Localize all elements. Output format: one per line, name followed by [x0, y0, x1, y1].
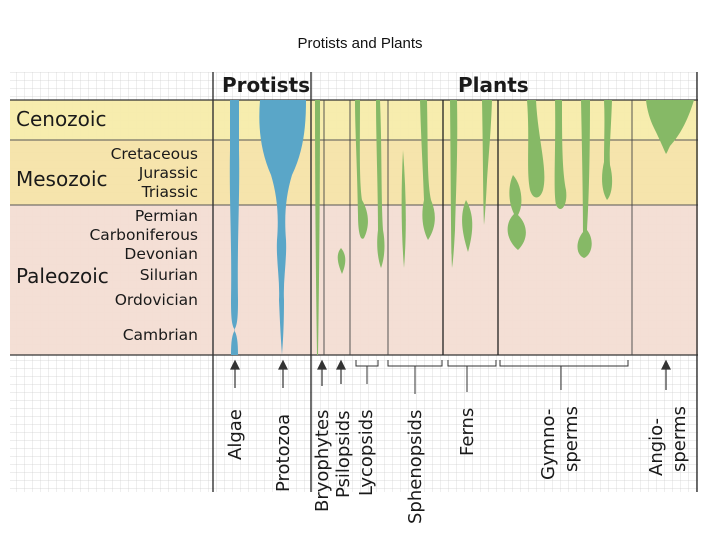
- period-permian: Permian: [135, 207, 198, 225]
- arrow-markers: [230, 359, 671, 390]
- spindle-sphenopsids-1: [401, 150, 406, 268]
- period-silurian: Silurian: [140, 266, 198, 284]
- spindle-ferns-2: [462, 200, 473, 252]
- spindle-angiosperms: [646, 100, 694, 154]
- taxon-gymnosperms-line1: Gymno-: [538, 409, 559, 480]
- spindle-sphenopsids-2: [420, 100, 435, 240]
- spindle-gymno-5: [602, 100, 613, 200]
- taxon-bryophytes: Bryophytes: [312, 410, 333, 512]
- spindle-algae: [229, 100, 240, 355]
- taxon-angiosperms-line1: Angio-: [646, 418, 667, 476]
- spindle-lycopsids-2: [376, 100, 385, 268]
- era-cenozoic: Cenozoic: [16, 107, 106, 131]
- taxon-algae: Algae: [225, 409, 246, 460]
- taxon-angiosperms-line2: sperms: [669, 406, 690, 472]
- brace-lines: [355, 360, 629, 394]
- taxon-ferns: Ferns: [457, 408, 478, 456]
- period-cambrian: Cambrian: [123, 326, 198, 344]
- spindle-lycopsids-1: [355, 100, 368, 239]
- taxon-psilopsids: Psilopsids: [333, 410, 354, 498]
- spindle-ferns-3: [482, 100, 492, 225]
- spindle-ferns-1: [450, 100, 458, 268]
- period-jurassic: Jurassic: [138, 164, 198, 182]
- spindle-gymno-4: [577, 100, 592, 258]
- slide-title: Protists and Plants: [297, 35, 423, 52]
- spindle-bryophytes: [315, 100, 320, 355]
- taxon-gymnosperms-line2: sperms: [561, 406, 582, 472]
- spindle-gymno-2: [527, 100, 545, 198]
- period-ordovician: Ordovician: [115, 291, 198, 309]
- period-cretaceous: Cretaceous: [111, 145, 198, 163]
- taxon-protozoa: Protozoa: [273, 414, 294, 492]
- spindle-psilopsids: [337, 248, 346, 274]
- period-devonian: Devonian: [124, 245, 198, 263]
- era-mesozoic: Mesozoic: [16, 167, 108, 191]
- spindle-gymno-3: [554, 100, 567, 210]
- header-plants: Plants: [458, 73, 529, 97]
- spindle-protozoa: [259, 100, 306, 355]
- cenozoic-band: [10, 100, 698, 140]
- era-paleozoic: Paleozoic: [16, 264, 109, 288]
- spindle-gymno-1: [507, 175, 526, 250]
- period-carboniferous: Carboniferous: [89, 226, 198, 244]
- taxon-sphenopsids: Sphenopsids: [405, 410, 426, 524]
- taxon-lycopsids: Lycopsids: [356, 409, 377, 496]
- period-triassic: Triassic: [141, 183, 198, 201]
- header-protists: Protists: [222, 73, 310, 97]
